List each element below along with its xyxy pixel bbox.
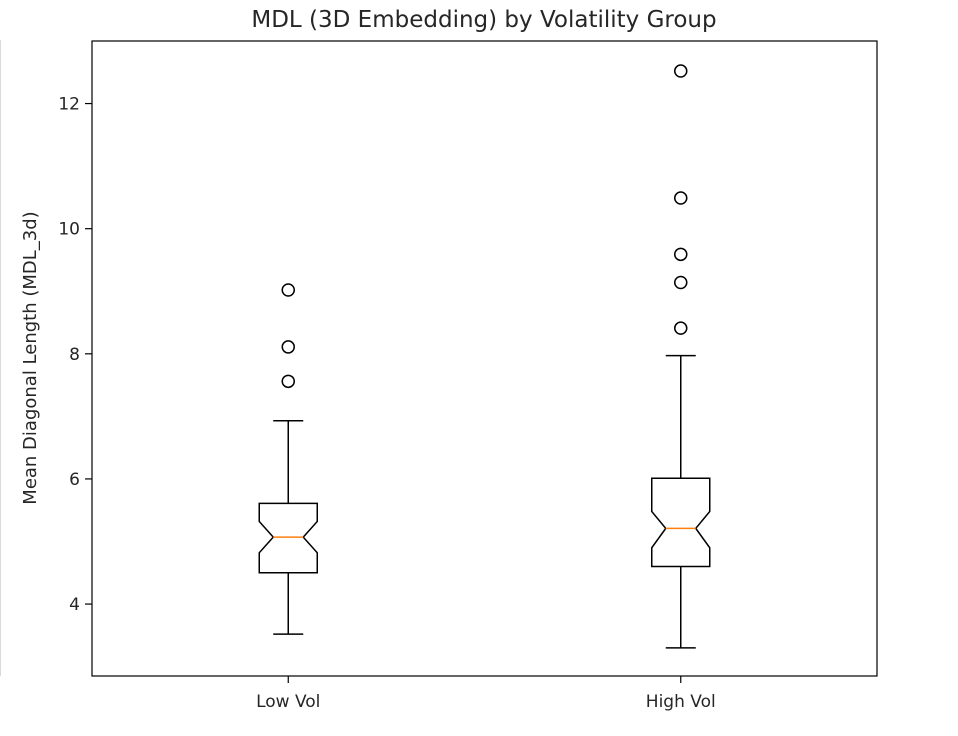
y-tick-label: 10	[58, 220, 80, 240]
notched-box	[651, 477, 711, 568]
outlier-point	[674, 64, 688, 78]
y-tick-label: 12	[58, 95, 80, 115]
chart-title: MDL (3D Embedding) by Volatility Group	[251, 7, 716, 33]
plot-area: 4 6 8 10 12 Low Vol High Vol	[58, 40, 878, 712]
box-group-high-vol	[651, 64, 711, 649]
outlier-point	[281, 283, 295, 297]
outlier-point	[281, 340, 295, 354]
outlier-point	[674, 321, 688, 335]
box-group-low-vol	[258, 283, 318, 635]
x-tick-label: Low Vol	[256, 692, 320, 712]
outlier-point	[674, 247, 688, 262]
outlier-point	[674, 191, 688, 205]
y-axis-label: Mean Diagonal Length (MDL_3d)	[20, 211, 41, 504]
outlier-point	[281, 374, 295, 389]
plot-frame	[91, 40, 878, 677]
y-tick-label: 6	[69, 470, 80, 490]
notched-box	[258, 502, 318, 574]
x-tick-label: High Vol	[646, 692, 716, 712]
y-tick-label: 4	[69, 595, 80, 615]
y-tick-label: 8	[69, 345, 80, 365]
outlier-point	[674, 275, 688, 290]
left-edge-rule	[0, 40, 1, 676]
